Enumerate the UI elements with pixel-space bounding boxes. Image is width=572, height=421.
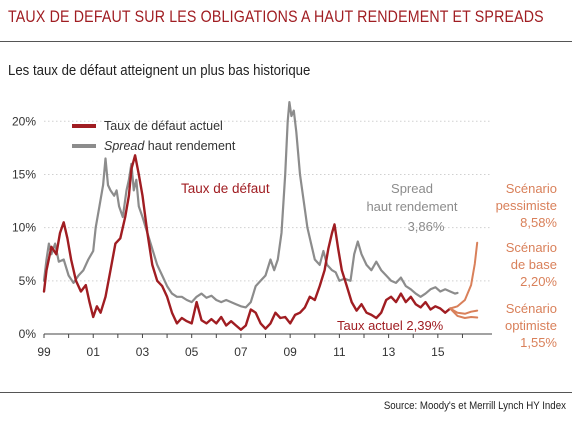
y-tick-label: 5%	[19, 274, 37, 288]
scenario-optimistic-line1: Scénario	[506, 301, 557, 316]
series-line-spread-haut-rendement	[42, 101, 459, 309]
legend-label-default: Taux de défaut actuel	[104, 119, 223, 133]
x-tick-label: 03	[136, 345, 150, 359]
scenario-pessimistic-line1: Scénario	[506, 181, 557, 196]
x-tick-label: 09	[283, 345, 297, 359]
series-line-sc-nario-de-base	[449, 307, 479, 315]
scenario-optimistic-line2: optimiste	[505, 318, 557, 333]
scenario-base-line1: Scénario	[506, 240, 557, 255]
y-tick-label: 20%	[12, 114, 36, 128]
y-axis: 0% 5% 10% 15% 20%	[12, 114, 36, 341]
annotation-spread-line2: haut rendement	[366, 199, 457, 214]
legend-label-spread: Spread haut rendement	[104, 139, 236, 153]
chart-subtitle: Les taux de défaut atteignent un plus ba…	[8, 62, 311, 79]
annotation-current-rate: Taux actuel 2,39%	[337, 318, 444, 333]
source-rule	[0, 392, 572, 393]
series-line-sc-nario-optimiste	[449, 307, 479, 319]
x-tick-label: 13	[382, 345, 396, 359]
grid	[44, 120, 492, 282]
x-tick-label: 05	[185, 345, 199, 359]
scenario-optimistic-value: 1,55%	[520, 335, 557, 350]
legend: Taux de défaut actuel Spread haut rendem…	[72, 119, 236, 153]
x-tick-label: 99	[37, 345, 51, 359]
source-note: Source: Moody's et Merrill Lynch HY Inde…	[383, 400, 566, 412]
title-rule	[0, 41, 572, 42]
series-group	[42, 101, 479, 331]
annotation-spread-value: 3,86%	[408, 219, 445, 234]
series-line-taux-de-d-faut-actuel	[42, 154, 452, 331]
scenario-base-line2: de base	[511, 257, 557, 272]
x-axis: 99 01 03 05 07 09 11 13 15	[37, 333, 492, 359]
x-tick-label: 01	[87, 345, 101, 359]
y-tick-label: 10%	[12, 221, 36, 235]
x-tick-label: 11	[333, 345, 346, 359]
annotation-default-rate: Taux de défaut	[181, 181, 270, 196]
series-line-sc-nario-pessimiste	[449, 241, 479, 310]
y-tick-label: 0%	[19, 327, 37, 341]
y-tick-label: 15%	[12, 167, 36, 181]
scenario-pessimistic-value: 8,58%	[520, 215, 557, 230]
chart-title: TAUX DE DEFAUT SUR LES OBLIGATIONS A HAU…	[8, 8, 544, 26]
x-tick-label: 15	[431, 345, 445, 359]
scenario-base-value: 2,20%	[520, 274, 557, 289]
annotation-spread-line1: Spread	[391, 181, 433, 196]
scenario-pessimistic-line2: pessimiste	[496, 198, 557, 213]
x-tick-label: 07	[234, 345, 248, 359]
